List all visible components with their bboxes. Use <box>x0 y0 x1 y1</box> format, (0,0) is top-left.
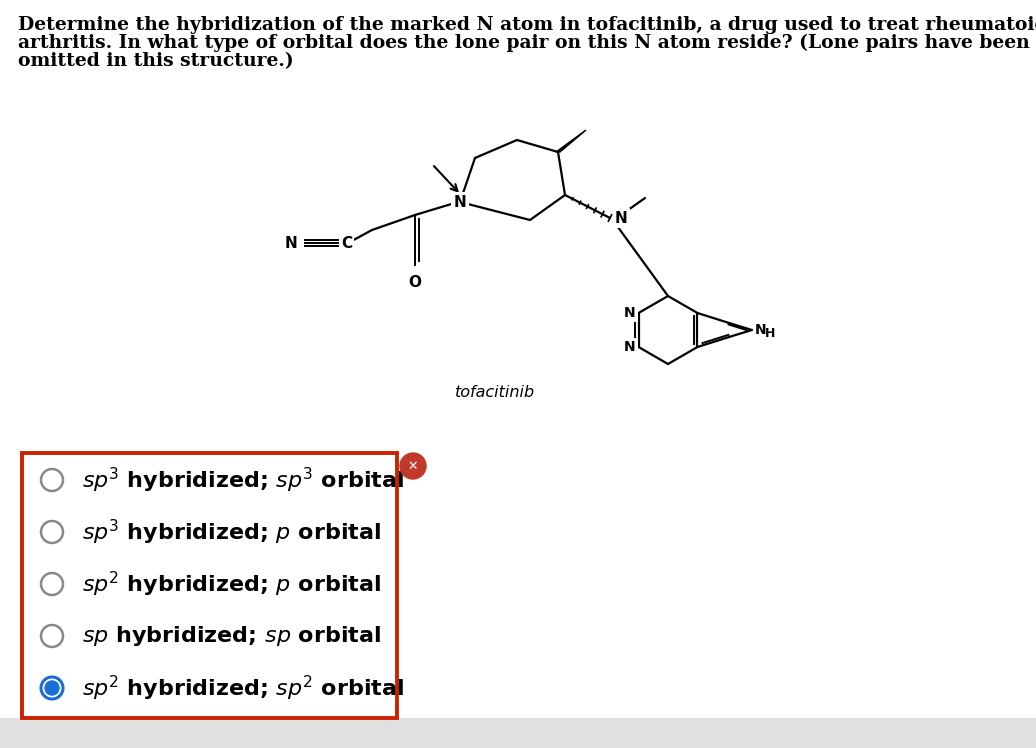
Text: $\mathit{sp}^2$ hybridized; $\mathit{sp}^2$ orbital: $\mathit{sp}^2$ hybridized; $\mathit{sp}… <box>82 673 404 702</box>
Text: $\mathit{sp}^3$ hybridized; $\mathit{p}$ orbital: $\mathit{sp}^3$ hybridized; $\mathit{p}$… <box>82 518 381 547</box>
Polygon shape <box>556 130 586 152</box>
Text: $\mathit{sp}$ hybridized; $\mathit{sp}$ orbital: $\mathit{sp}$ hybridized; $\mathit{sp}$ … <box>82 624 381 648</box>
Circle shape <box>41 625 63 647</box>
Text: N: N <box>624 340 635 354</box>
Text: omitted in this structure.): omitted in this structure.) <box>18 52 293 70</box>
Text: H: H <box>765 326 775 340</box>
Text: N: N <box>454 194 466 209</box>
Text: C: C <box>341 236 352 251</box>
Circle shape <box>41 469 63 491</box>
Text: N: N <box>615 210 628 225</box>
Text: N: N <box>755 323 767 337</box>
Text: $\mathit{sp}^2$ hybridized; $\mathit{p}$ orbital: $\mathit{sp}^2$ hybridized; $\mathit{p}$… <box>82 569 381 598</box>
Text: N: N <box>284 236 297 251</box>
Text: tofacitinib: tofacitinib <box>455 385 536 400</box>
FancyBboxPatch shape <box>0 718 1036 748</box>
Circle shape <box>41 573 63 595</box>
Text: O: O <box>408 275 422 290</box>
Text: arthritis. In what type of orbital does the lone pair on this N atom reside? (Lo: arthritis. In what type of orbital does … <box>18 34 1030 52</box>
Text: ✕: ✕ <box>408 460 419 473</box>
FancyBboxPatch shape <box>22 453 397 718</box>
Text: Determine the hybridization of the marked N atom in tofacitinib, a drug used to : Determine the hybridization of the marke… <box>18 16 1036 34</box>
Circle shape <box>400 453 426 479</box>
Circle shape <box>41 677 63 699</box>
Circle shape <box>41 521 63 543</box>
Text: $\mathit{sp}^3$ hybridized; $\mathit{sp}^3$ orbital: $\mathit{sp}^3$ hybridized; $\mathit{sp}… <box>82 465 404 494</box>
Circle shape <box>45 681 59 695</box>
Text: N: N <box>624 306 635 320</box>
